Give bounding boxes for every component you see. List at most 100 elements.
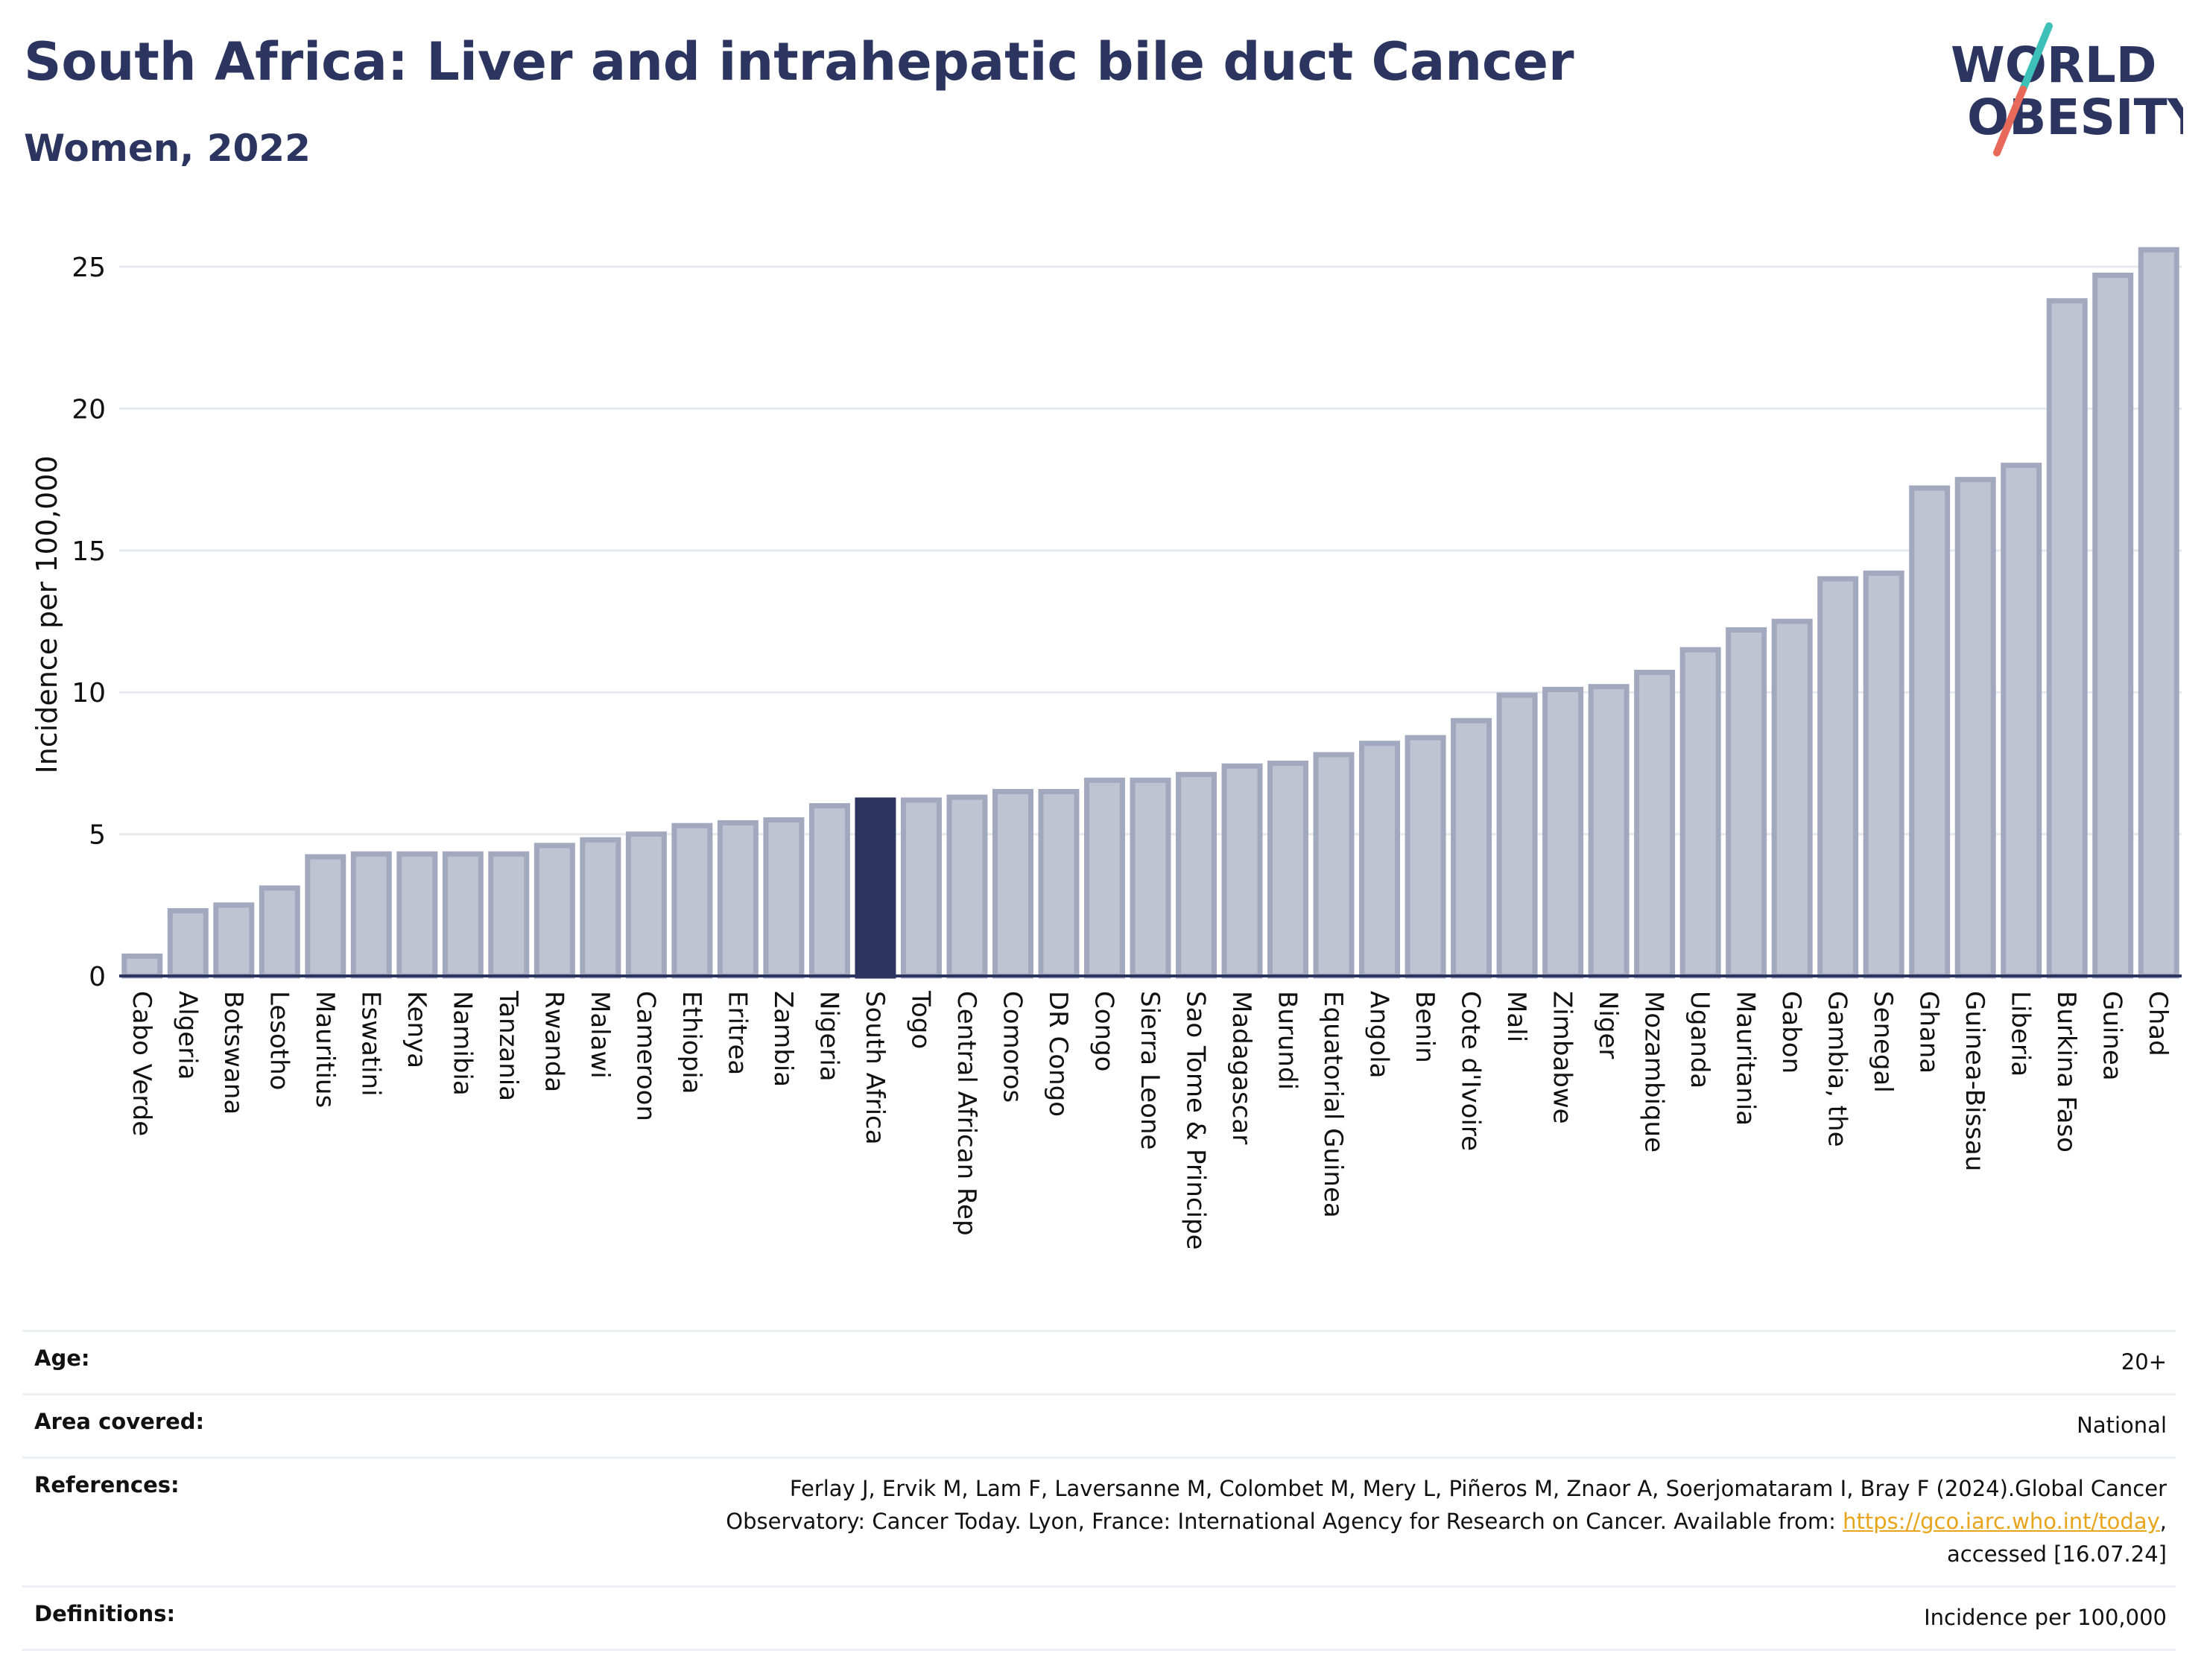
- bar-gambia-the: [1817, 576, 1859, 979]
- x-tick-label: Benin: [1410, 991, 1440, 1063]
- x-tick-label: Mauritania: [1731, 991, 1761, 1126]
- x-tick-label: Gabon: [1776, 991, 1806, 1074]
- bar-ghana: [1909, 485, 1951, 979]
- bar-ethiopia: [671, 822, 713, 979]
- x-tick-label: Equatorial Guinea: [1318, 991, 1348, 1218]
- references-value: Ferlay J, Ervik M, Lam F, Laversanne M, …: [726, 1472, 2167, 1570]
- x-tick-label: Chad: [2143, 991, 2173, 1056]
- x-tick-label: Niger: [1593, 991, 1623, 1059]
- bar-chad: [2138, 247, 2179, 979]
- bar-burkina-faso: [2046, 298, 2088, 979]
- bar-burundi: [1267, 760, 1309, 979]
- meta-row-age: Age: 20+: [22, 1330, 2176, 1393]
- bar-senegal: [1863, 570, 1904, 979]
- bar-madagascar: [1221, 763, 1263, 979]
- bar-lesotho: [259, 885, 300, 979]
- bar-sao-tome-principe: [1176, 772, 1217, 979]
- definitions-label: Definitions:: [34, 1601, 176, 1626]
- bar-uganda: [1679, 647, 1721, 979]
- bar-liberia: [2001, 463, 2042, 979]
- references-line-3: accessed [16.07.24]: [1947, 1541, 2167, 1567]
- bar-cabo-verde: [121, 953, 163, 979]
- area-label: Area covered:: [34, 1409, 205, 1434]
- bar-guinea-bissau: [1954, 477, 1996, 979]
- y-tick-label: 15: [72, 536, 106, 567]
- references-line-1: Ferlay J, Ervik M, Lam F, Laversanne M, …: [789, 1476, 2167, 1501]
- logo-slash-coral: [1993, 86, 2027, 156]
- bar-angola: [1359, 741, 1401, 979]
- meta-row-definitions: Definitions: Incidence per 100,000: [22, 1585, 2176, 1651]
- references-line-2: Observatory: Cancer Today. Lyon, France:…: [726, 1505, 2167, 1538]
- bar-sierra-leone: [1130, 777, 1171, 979]
- x-tick-label: Zambia: [768, 991, 798, 1087]
- bar-zambia: [763, 817, 805, 979]
- bar-eritrea: [717, 820, 759, 979]
- bar-equatorial-guinea: [1313, 752, 1355, 979]
- meta-row-references: References: Ferlay J, Ervik M, Lam F, La…: [22, 1456, 2176, 1585]
- x-tick-label: Lesotho: [264, 991, 294, 1090]
- chart-title: South Africa: Liver and intrahepatic bil…: [24, 31, 1574, 92]
- bar-mali: [1496, 692, 1538, 979]
- x-tick-label: Uganda: [1685, 991, 1714, 1088]
- bar-central-african-rep: [946, 794, 988, 979]
- x-tick-label: Tanzania: [493, 990, 523, 1101]
- bars: [121, 247, 2179, 979]
- bar-comoros: [992, 789, 1033, 979]
- x-tick-label: Cameroon: [630, 991, 660, 1121]
- x-tick-label: Cabo Verde: [127, 991, 156, 1136]
- x-tick-label: Ghana: [1914, 991, 1944, 1074]
- x-tick-label: Malawi: [585, 991, 615, 1079]
- x-tick-label: Cote d'Ivoire: [1456, 991, 1486, 1151]
- x-tick-label: Senegal: [1868, 991, 1898, 1093]
- y-tick-label: 25: [72, 253, 106, 283]
- bar-botswana: [213, 902, 255, 979]
- definitions-value: Incidence per 100,000: [1924, 1605, 2167, 1630]
- age-value: 20+: [2121, 1349, 2167, 1375]
- x-tick-label: Central African Rep: [951, 991, 981, 1236]
- references-link[interactable]: https://gco.iarc.who.int/today: [1843, 1509, 2160, 1534]
- x-tick-label: South Africa: [860, 991, 890, 1145]
- age-label: Age:: [34, 1345, 90, 1371]
- x-tick-label: Liberia: [2006, 991, 2036, 1077]
- x-tick-label: Burkina Faso: [2051, 991, 2081, 1153]
- x-tick-label: Rwanda: [539, 991, 569, 1092]
- x-tick-label: Algeria: [172, 991, 202, 1080]
- bar-togo: [900, 797, 942, 979]
- bar-nigeria: [808, 803, 850, 979]
- bar-malawi: [580, 837, 621, 979]
- x-tick-label: Mali: [1501, 991, 1531, 1042]
- x-tick-label: Eswatini: [355, 991, 385, 1097]
- metadata-table: Age: 20+ Area covered: National Referenc…: [22, 1330, 2176, 1651]
- bar-namibia: [442, 851, 484, 979]
- bar-dr-congo: [1038, 789, 1080, 979]
- y-tick-labels: 0 5 10 15 20 25: [72, 253, 106, 992]
- x-tick-label: Eritrea: [722, 991, 752, 1075]
- y-tick-label: 10: [72, 678, 106, 709]
- bar-zimbabwe: [1542, 686, 1584, 979]
- x-tick-label: Togo: [905, 990, 935, 1049]
- bar-tanzania: [488, 851, 530, 979]
- x-tick-label: Congo: [1089, 991, 1118, 1071]
- bar-mauritania: [1726, 627, 1767, 979]
- area-value: National: [2077, 1413, 2167, 1438]
- bar-guinea: [2092, 273, 2134, 979]
- x-tick-label: Mauritius: [310, 991, 340, 1108]
- bar-cameroon: [625, 831, 667, 979]
- bar-rwanda: [533, 843, 575, 979]
- x-tick-label: Angola: [1364, 991, 1394, 1078]
- y-tick-label: 20: [72, 394, 106, 425]
- x-tick-label: Mozambique: [1639, 991, 1669, 1153]
- bar-kenya: [396, 851, 438, 979]
- logo-slash-teal: [2019, 22, 2053, 93]
- x-tick-label: Botswana: [218, 991, 248, 1115]
- x-tick-label: Madagascar: [1226, 991, 1256, 1144]
- x-tick-label: Kenya: [402, 991, 431, 1068]
- bar-niger: [1588, 684, 1630, 979]
- world-obesity-logo: WORLD OBESITY: [1951, 22, 2183, 156]
- bar-chart: 0 5 10 15 20 25 Cabo Verde Algeria Botswana Leso…: [31, 247, 2182, 1250]
- bar-mozambique: [1634, 670, 1676, 979]
- meta-row-area: Area covered: National: [22, 1393, 2176, 1456]
- references-line-2-suffix: ,: [2159, 1509, 2167, 1534]
- x-tick-label: Guinea-Bissau: [1960, 991, 1989, 1171]
- x-tick-label: Zimbabwe: [1548, 991, 1577, 1124]
